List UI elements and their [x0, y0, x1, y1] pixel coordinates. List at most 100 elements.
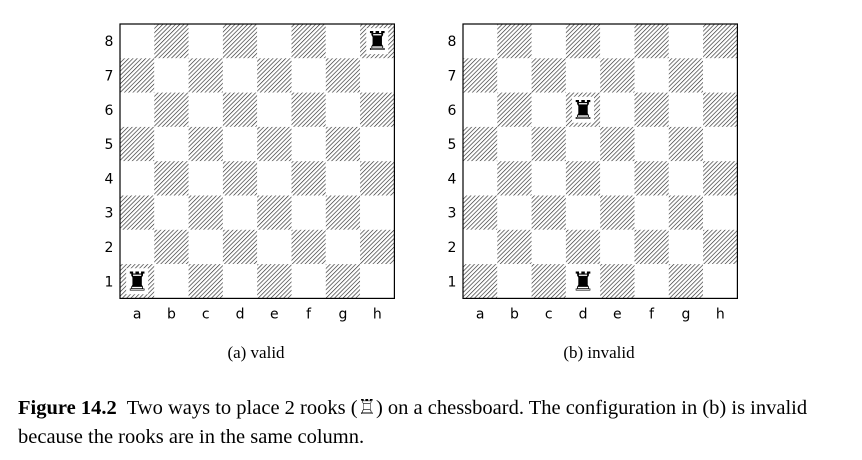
square-c3 [531, 195, 566, 230]
square-b1 [154, 264, 189, 299]
square-f2 [634, 229, 669, 265]
square-a8 [463, 24, 498, 59]
square-d8 [565, 24, 601, 59]
file-label: c [202, 306, 210, 322]
file-label: d [236, 306, 245, 322]
square-a4 [120, 161, 155, 196]
square-c4 [531, 161, 566, 196]
square-h6 [703, 92, 738, 127]
square-e8 [257, 24, 292, 59]
square-c4 [188, 161, 223, 196]
board-border [119, 23, 395, 299]
rank-label: 2 [448, 240, 457, 256]
square-a5 [120, 126, 155, 162]
square-h8 [703, 24, 738, 59]
square-d8 [222, 24, 258, 59]
square-e2 [600, 229, 635, 265]
square-c2 [531, 229, 566, 265]
piece-background [572, 268, 595, 295]
square-g2 [325, 229, 361, 265]
square-f3 [291, 195, 326, 230]
square-b6 [497, 92, 532, 127]
square-b6 [154, 92, 189, 127]
square-b2 [154, 229, 189, 265]
file-label: d [579, 306, 588, 322]
square-b7 [497, 58, 532, 93]
square-d3 [222, 195, 258, 230]
square-c8 [531, 24, 566, 59]
square-e3 [257, 195, 292, 230]
square-g8 [325, 24, 361, 59]
rank-label: 7 [448, 68, 457, 84]
file-label: e [270, 306, 279, 322]
square-b3 [154, 195, 189, 230]
square-c6 [188, 92, 223, 127]
square-f1 [634, 264, 669, 299]
rank-label: 5 [105, 137, 114, 153]
rank-label: 2 [105, 240, 114, 256]
square-a2 [463, 229, 498, 265]
piece-background [126, 268, 149, 295]
square-d7 [222, 58, 258, 93]
square-a8 [120, 24, 155, 59]
rank-label: 6 [448, 103, 457, 119]
square-f6 [634, 92, 669, 127]
square-g3 [325, 195, 361, 230]
rank-label: 8 [105, 34, 114, 50]
square-h4 [703, 161, 738, 196]
rank-label: 5 [448, 137, 457, 153]
square-f5 [291, 126, 326, 162]
rank-label: 8 [448, 34, 457, 50]
file-label: g [339, 306, 348, 322]
square-a6 [463, 92, 498, 127]
piece-background [366, 28, 389, 55]
square-f1 [291, 264, 326, 299]
square-g3 [668, 195, 704, 230]
chessboard-valid: 8 7 6 5 4 3 2 1 a b c d e f g h ♜ ♜ [105, 23, 395, 322]
file-label: h [373, 306, 382, 322]
square-h7 [360, 58, 395, 93]
square-c8 [188, 24, 223, 59]
square-a7 [463, 58, 498, 93]
square-g6 [325, 92, 361, 127]
rank-label: 1 [448, 274, 457, 290]
square-h2 [360, 229, 395, 265]
caption-text-after: ) on a chessboard. The configuration in … [18, 397, 808, 448]
square-b8 [497, 24, 532, 59]
square-h5 [360, 126, 395, 162]
file-label: e [613, 306, 622, 322]
chessboard-invalid: 8 7 6 5 4 3 2 1 a b c d e f g h ♜ ♜ [448, 23, 738, 322]
square-h5 [703, 126, 738, 162]
square-b4 [497, 161, 532, 196]
square-e1 [257, 264, 292, 299]
square-g7 [668, 58, 704, 93]
square-a6 [120, 92, 155, 127]
square-d6 [222, 92, 258, 127]
square-f8 [291, 24, 326, 59]
board-border [462, 23, 738, 299]
square-h3 [703, 195, 738, 230]
rank-label: 4 [105, 171, 114, 187]
piece-background [572, 96, 595, 123]
square-e1 [600, 264, 635, 299]
square-g1 [325, 264, 361, 299]
square-f2 [291, 229, 326, 265]
square-g5 [325, 126, 361, 162]
rank-label: 6 [105, 103, 114, 119]
file-label: c [545, 306, 553, 322]
square-f8 [634, 24, 669, 59]
square-g5 [668, 126, 704, 162]
square-e3 [600, 195, 635, 230]
square-a3 [463, 195, 498, 230]
square-c7 [188, 58, 223, 93]
square-e6 [257, 92, 292, 127]
square-c2 [188, 229, 223, 265]
square-g7 [325, 58, 361, 93]
square-d5 [565, 126, 601, 162]
square-f5 [634, 126, 669, 162]
square-h1 [703, 264, 738, 299]
square-a2 [120, 229, 155, 265]
square-f7 [634, 58, 669, 93]
square-d4 [565, 161, 601, 196]
file-label: b [510, 306, 519, 322]
